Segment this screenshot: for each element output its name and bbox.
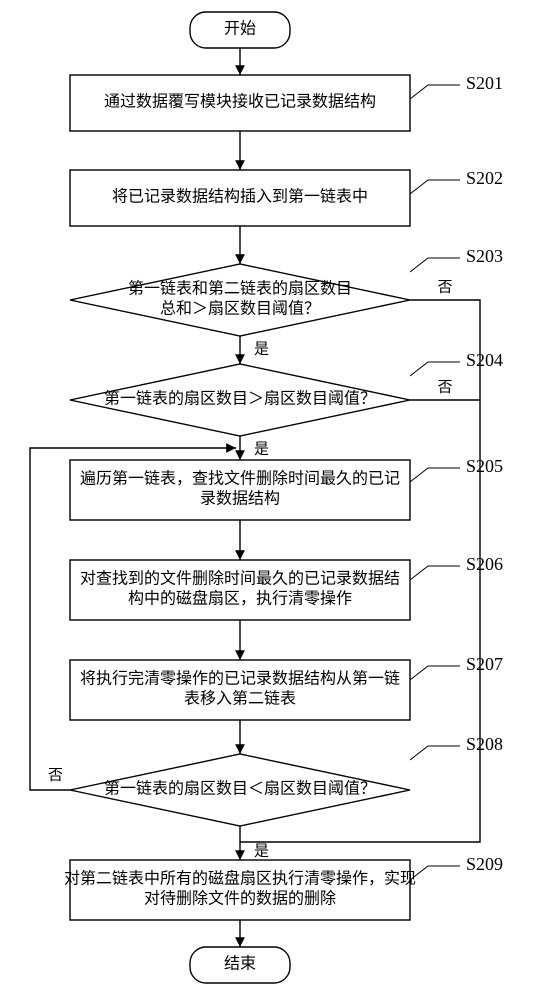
svg-text:第一链表和第二链表的扇区数目: 第一链表和第二链表的扇区数目 xyxy=(128,280,352,298)
svg-text:是: 是 xyxy=(254,441,269,457)
svg-text:第一链表的扇区数目＞扇区数目阈值？: 第一链表的扇区数目＞扇区数目阈值？ xyxy=(104,390,376,408)
svg-text:否: 否 xyxy=(48,767,63,783)
svg-text:S204: S204 xyxy=(466,350,503,370)
flowchart-canvas: 开始通过数据覆写模块接收已记录数据结构 S201 将已记录数据结构插入到第一链表中 S… xyxy=(0,0,555,1000)
svg-text:构中的磁盘扇区，执行清零操作: 构中的磁盘扇区，执行清零操作 xyxy=(128,589,352,608)
svg-text:总和＞扇区数目阈值？: 总和＞扇区数目阈值？ xyxy=(160,300,320,318)
svg-text:S208: S208 xyxy=(466,734,503,754)
svg-text:结束: 结束 xyxy=(224,955,256,973)
svg-text:通过数据覆写模块接收已记录数据结构: 通过数据覆写模块接收已记录数据结构 xyxy=(104,93,376,111)
svg-text:S207: S207 xyxy=(466,654,503,674)
svg-text:对待删除文件的数据的删除: 对待删除文件的数据的删除 xyxy=(144,890,336,908)
svg-text:否: 否 xyxy=(437,279,452,295)
svg-text:否: 否 xyxy=(437,379,452,395)
svg-text:遍历第一链表，查找文件删除时间最久的已记: 遍历第一链表，查找文件删除时间最久的已记 xyxy=(80,470,400,488)
svg-text:是: 是 xyxy=(254,843,269,859)
svg-text:S202: S202 xyxy=(466,168,503,188)
svg-text:对第二链表中所有的磁盘扇区执行清零操作，实现: 对第二链表中所有的磁盘扇区执行清零操作，实现 xyxy=(64,869,416,888)
svg-text:是: 是 xyxy=(254,341,269,357)
svg-text:S206: S206 xyxy=(466,554,503,574)
svg-text:将执行完清零操作的已记录数据结构从第一链: 将执行完清零操作的已记录数据结构从第一链 xyxy=(80,670,400,688)
svg-text:将已记录数据结构插入到第一链表中: 将已记录数据结构插入到第一链表中 xyxy=(112,188,368,206)
svg-text:S201: S201 xyxy=(466,73,503,93)
svg-text:S205: S205 xyxy=(466,456,503,476)
svg-text:开始: 开始 xyxy=(224,20,256,38)
svg-text:S203: S203 xyxy=(466,246,503,266)
svg-text:表移入第二链表: 表移入第二链表 xyxy=(184,690,296,708)
svg-text:对查找到的文件删除时间最久的已记录数据结: 对查找到的文件删除时间最久的已记录数据结 xyxy=(80,570,400,588)
svg-text:第一链表的扇区数目＜扇区数目阈值？: 第一链表的扇区数目＜扇区数目阈值？ xyxy=(104,780,376,798)
svg-text:S209: S209 xyxy=(466,854,503,874)
svg-text:录数据结构: 录数据结构 xyxy=(200,490,280,508)
